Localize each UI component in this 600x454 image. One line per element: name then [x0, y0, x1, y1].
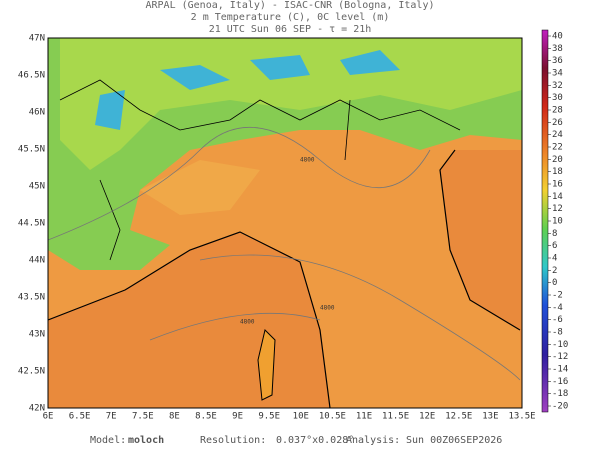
colorbar-label: 22 — [552, 143, 563, 153]
lon-label: 8.5E — [195, 412, 217, 422]
footer-model-label: Model: — [90, 435, 126, 446]
footer-resolution-label: Resolution: — [200, 435, 266, 446]
lat-label: 45.5N — [18, 145, 45, 155]
borders — [59, 79, 461, 261]
coastline — [48, 149, 521, 408]
colorbar-label: 38 — [552, 44, 563, 54]
cold-area — [95, 50, 400, 130]
lon-label: 13E — [482, 412, 498, 422]
colorbar-label: -18 — [552, 389, 568, 399]
colorbar-label: 18 — [552, 167, 563, 177]
colorbar-label: 26 — [552, 118, 563, 128]
colorbar-label: 12 — [552, 204, 563, 214]
colorbar-label: 28 — [552, 106, 563, 116]
colorbar-label: -12 — [552, 352, 568, 362]
colorbar-label: 40 — [552, 32, 563, 42]
footer-analysis-label: Analysis: — [346, 435, 400, 446]
colorbar-label: 4 — [552, 254, 557, 264]
lat-label: 46N — [29, 108, 45, 118]
colorbar-label: 6 — [552, 241, 557, 251]
colorbar-label: -6 — [552, 315, 563, 325]
colorbar-label: -16 — [552, 377, 568, 387]
lon-label: 10.5E — [319, 412, 346, 422]
lon-label: 6.5E — [69, 412, 91, 422]
colorbar-label: 34 — [552, 69, 563, 79]
colorbar-label: 36 — [552, 56, 563, 66]
colorbar-label: 10 — [552, 217, 563, 227]
colorbar-label: 8 — [552, 229, 557, 239]
colorbar-label: 0 — [552, 278, 557, 288]
freezing-level-contour — [48, 126, 521, 381]
header-line: 21 UTC Sun 06 SEP - τ = 21h — [209, 24, 372, 35]
lat-label: 46.5N — [18, 71, 45, 81]
contour-label: 4800 — [240, 319, 255, 326]
corsica — [257, 329, 276, 401]
colorbar-label: -8 — [552, 328, 563, 338]
colorbar-label: 16 — [552, 180, 563, 190]
map: 4800 4800 4800 — [48, 38, 522, 408]
lon-label: 12E — [419, 412, 435, 422]
lon-label: 8E — [169, 412, 180, 422]
lat-label: 42N — [29, 404, 45, 414]
colorbar-label: 30 — [552, 93, 563, 103]
header-line: ARPAL (Genoa, Italy) - ISAC-CNR (Bologna… — [146, 0, 435, 11]
colorbar-label: -4 — [552, 303, 563, 313]
colorbar — [541, 29, 549, 413]
lon-label: 10E — [293, 412, 309, 422]
colorbar-label: -2 — [552, 291, 563, 301]
lon-label: 9.5E — [258, 412, 280, 422]
lat-label: 44.5N — [18, 219, 45, 229]
lat-label: 47N — [29, 34, 45, 44]
lat-label: 43N — [29, 330, 45, 340]
map-frame — [47, 37, 523, 409]
colorbar-label: 14 — [552, 192, 563, 202]
colorbar-label: 20 — [552, 155, 563, 165]
lon-label: 7.5E — [132, 412, 154, 422]
contour-label: 4800 — [300, 157, 315, 164]
lon-label: 7E — [106, 412, 117, 422]
lat-label: 42.5N — [18, 367, 45, 377]
lon-label: 6E — [43, 412, 54, 422]
lon-label: 13.5E — [508, 412, 535, 422]
lon-label: 12.5E — [445, 412, 472, 422]
colorbar-label: -10 — [552, 340, 568, 350]
colorbar-label: 32 — [552, 81, 563, 91]
footer-analysis: Sun 00Z06SEP2026 — [406, 435, 502, 446]
lat-label: 45N — [29, 182, 45, 192]
colorbar-label: 24 — [552, 130, 563, 140]
header-line: 2 m Temperature (C), 0C level (m) — [191, 12, 390, 23]
colorbar-label: -20 — [552, 402, 568, 412]
colorbar-label: 2 — [552, 266, 557, 276]
warm-area — [140, 160, 260, 215]
contour-label: 4800 — [320, 305, 335, 312]
lon-label: 11E — [356, 412, 372, 422]
colorbar-label: -14 — [552, 365, 568, 375]
lat-label: 44N — [29, 256, 45, 266]
footer-model: moloch — [128, 435, 164, 446]
lat-label: 43.5N — [18, 293, 45, 303]
footer-resolution: 0.037°x0.028° — [276, 435, 354, 446]
lon-label: 9E — [232, 412, 243, 422]
lon-label: 11.5E — [382, 412, 409, 422]
